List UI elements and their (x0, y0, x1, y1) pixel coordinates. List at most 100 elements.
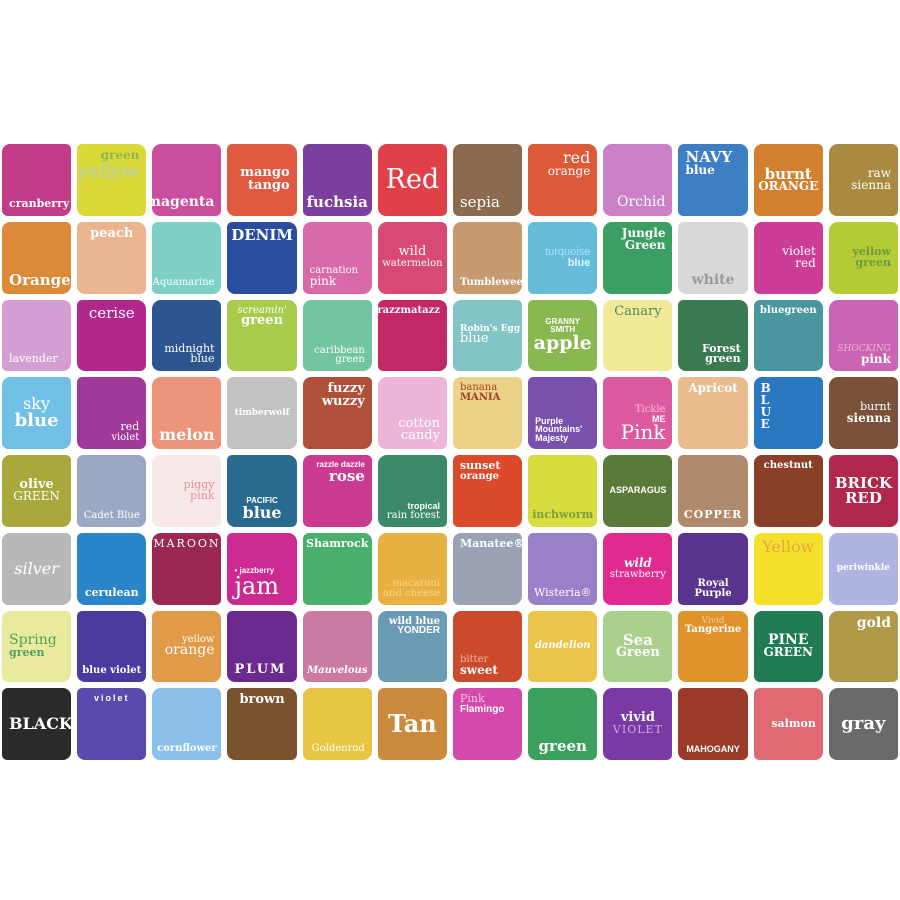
swatch-purple-mountains-majesty: Purple Mountains' Majesty (528, 377, 598, 449)
swatch-label-lavender-0: lavender (9, 352, 58, 366)
swatch-label-sunset-orange-1: orange (459, 470, 500, 482)
swatch-label-violet-0: violet (93, 693, 130, 704)
swatch-label-mango-tango-1: tango (248, 177, 290, 193)
swatch-label-black-0: BLACK (9, 714, 72, 734)
swatch-label-purple-mountains-majesty-1: Mountains' (535, 424, 583, 435)
swatch-label-forest-green-1: green (705, 352, 741, 366)
swatch-label-pine-green-0: PINE (767, 631, 809, 648)
swatch-label-wisteria-0: Wisteria® (533, 585, 592, 599)
swatch-label-tan-0: Tan (388, 709, 437, 739)
swatch-brown: brown (227, 688, 297, 760)
swatch-label-raw-sienna-1: sienna (851, 177, 891, 192)
swatch-mahogany: MAHOGANY (678, 688, 748, 760)
swatch-mango-tango: mango tango (227, 144, 297, 216)
swatch-label-razzle-dazzle-rose-1: rose (328, 466, 365, 485)
swatch-label-spring-green-1: green (9, 645, 45, 659)
swatch-label-cotton-candy-1: candy (400, 428, 440, 444)
swatch-label-vivid-violet-1: VIOLET (612, 723, 663, 737)
swatch-label-midnight-blue-0: midnight (164, 341, 215, 355)
swatch-yellow-orange: yellow orange (152, 610, 222, 683)
swatch-label-cranberry-0: cranberry (9, 196, 70, 210)
swatch-gold: gold (828, 610, 898, 683)
swatch-label-inchworm-0: inchworm (532, 507, 594, 521)
swatch-label-jazzberry-jam-0: • jazzberry (234, 566, 275, 576)
swatch-yellow-green: yellow green (828, 221, 898, 294)
swatch-label-carnation-pink-0: carnation (309, 264, 359, 276)
swatch-label-plum-0: PLUM (234, 661, 287, 677)
swatch-label-purple-mountains-majesty-2: Majesty (535, 433, 569, 444)
swatch-label-sea-green-0: Sea (622, 630, 653, 649)
swatch-label-tickle-me-pink-2: Pink (620, 420, 666, 445)
swatch-inchworm: inchworm (528, 455, 598, 527)
swatch-red: Red (377, 144, 447, 216)
swatch-label-manatee-0: Manatee® (459, 536, 523, 550)
swatch-label-forest-green-0: Forest (702, 341, 741, 355)
swatch-label-caribbean-green-1: green (335, 354, 365, 366)
swatch-label-mahogany-0: MAHOGANY (686, 744, 740, 755)
color-grid: cranberry green yellow magenta mango tango fuc… (2, 144, 898, 760)
swatch-cranberry: cranberry (2, 144, 72, 216)
swatch-label-robins-egg-blue-1: blue (459, 331, 489, 347)
swatch-label-chestnut-0: chestnut (763, 460, 813, 471)
swatch-piggy-pink: piggy pink (152, 455, 222, 527)
swatch-sea-green: Sea Green (603, 610, 673, 683)
swatch-label-tumbleweed-0: Tumbleweed (459, 276, 523, 288)
swatch-label-yellow-green-1: green (855, 255, 891, 269)
swatch-label-tickle-me-pink-0: Tickle (634, 403, 666, 415)
swatch-label-raw-sienna-0: raw (867, 166, 891, 181)
swatch-label-razzmatazz-0: razzmatazz (377, 304, 440, 316)
swatch-silver: silver (2, 532, 72, 605)
swatch-orchid: Orchid (603, 144, 673, 216)
swatch-label-screamin-green-0: screamin' (237, 304, 287, 316)
swatch-label-shocking-pink-0: SHOCKING (837, 343, 891, 354)
swatch-label-green-yellow-0: green (100, 148, 140, 162)
swatch-label-burnt-orange-0: burnt (764, 164, 812, 183)
swatch-label-apricot-0: Apricot (688, 381, 738, 396)
swatch-label-gray-0: gray (841, 713, 886, 735)
swatch-label-green-0: green (538, 737, 587, 756)
swatch-label-olive-green-1: GREEN (13, 489, 60, 504)
swatch-label-wild-watermelon-1: watermelon (382, 258, 443, 270)
swatch-label-aquamarine-0: Aquamarine (152, 276, 215, 288)
swatch-label-turquoise-blue-0: turquoise (545, 245, 591, 258)
swatch-spring-green: Spring green (2, 610, 72, 683)
swatch-label-tropical-rain-forest-0: tropical (407, 501, 440, 512)
swatch-plum: PLUM (227, 610, 297, 683)
swatch-raw-sienna: raw sienna (828, 144, 898, 216)
swatch-yellow: Yellow (753, 532, 823, 605)
swatch-shocking-pink: SHOCKING pink (828, 299, 898, 372)
swatch-label-red-orange-0: red (562, 148, 591, 167)
swatch-label-olive-green-0: olive (19, 476, 54, 492)
swatch-gray: gray (828, 688, 898, 760)
swatch-mauvelous: Mauvelous (302, 610, 372, 683)
swatch-label-blue-2: U (760, 404, 772, 419)
swatch-pink-flamingo: Pink Flamingo (452, 688, 523, 760)
swatch-label-red-violet-1: violet (111, 432, 140, 444)
swatch-label-red-orange-1: orange (547, 163, 591, 178)
swatch-label-wild-watermelon-0: wild (398, 244, 427, 260)
swatch-vivid-tangerine: Vivid Tangerine (678, 610, 748, 683)
swatch-pacific-blue: PACIFIC blue (227, 455, 297, 527)
swatch-label-turquoise-blue-1: blue (567, 256, 591, 269)
swatch-label-sepia-0: sepia (459, 193, 500, 212)
swatch-screamin-green: screamin' green (227, 299, 297, 372)
swatch-label-banana-mania-1: MANIA (459, 392, 501, 404)
swatch-label-macaroni-and-cheese-0: macaroni (392, 577, 440, 589)
swatch-label-granny-smith-apple-0: GRANNY (545, 317, 581, 327)
swatch-vivid-violet: vivid VIOLET (603, 688, 673, 760)
swatch-aquamarine: Aquamarine (152, 221, 222, 294)
swatch-forest-green: Forest green (678, 299, 748, 372)
swatch-label-jungle-green-0: Jungle (621, 225, 666, 240)
swatch-fuchsia: fuchsia (302, 144, 372, 216)
swatch-green-yellow: green yellow (77, 144, 147, 216)
swatch-canary: Canary (603, 299, 673, 372)
swatch-label-violet-red-1: red (795, 255, 816, 270)
swatch-label-wild-strawberry-0: wild (623, 555, 652, 570)
swatch-orange: Orange (2, 221, 72, 294)
swatch-label-wild-blue-yonder-1: YONDER (397, 625, 440, 637)
swatch-black: BLACK (2, 688, 72, 760)
swatch-carnation-pink: carnation pink (302, 221, 372, 294)
swatch-periwinkle: periwinkle (828, 532, 898, 605)
